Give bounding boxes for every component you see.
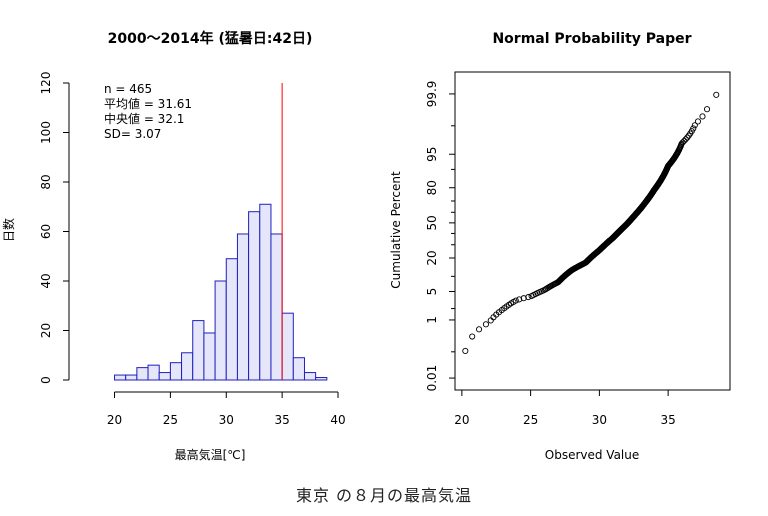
probability-plot-y-tick-label: 95 xyxy=(425,147,439,162)
histogram-bar xyxy=(158,372,171,381)
probability-plot-axes: 20 25 30 35 0.01 1 5 20 50 80 95 99.9 xyxy=(425,81,676,427)
histogram-bar xyxy=(169,362,183,381)
histogram-x-tick-label: 20 xyxy=(107,413,122,427)
histogram-bar xyxy=(192,320,205,381)
probability-plot-point xyxy=(703,106,711,113)
histogram-stat-line: 中央値 = 32.1 xyxy=(104,111,184,126)
probability-plot-y-axis-label: Cumulative Percent xyxy=(389,171,403,289)
histogram-bar xyxy=(303,372,317,381)
probability-plot-point xyxy=(694,118,702,125)
histogram-stat-line: SD= 3.07 xyxy=(104,127,161,141)
probability-plot-point xyxy=(476,326,483,333)
histogram-bar xyxy=(147,364,160,381)
probability-plot-point xyxy=(469,333,476,340)
histogram-bar xyxy=(248,211,261,381)
probability-plot-x-tick-label: 25 xyxy=(523,413,538,427)
probability-plot-title: Normal Probability Paper xyxy=(492,31,691,47)
histogram-x-tick-label: 35 xyxy=(274,413,289,427)
histogram-bar xyxy=(281,312,294,381)
probability-plot-point xyxy=(699,113,706,120)
histogram-x-tick-label: 30 xyxy=(219,413,234,427)
probability-plot-point xyxy=(520,295,527,302)
probability-plot-y-tick-label: 99.9 xyxy=(425,81,439,108)
probability-plot-point xyxy=(525,294,532,301)
probability-plot-point xyxy=(482,321,489,328)
probability-plot-x-axis-label: Observed Value xyxy=(545,448,640,462)
probability-plot-y-tick-label: 80 xyxy=(425,180,439,195)
probability-plot-point xyxy=(682,136,689,143)
histogram-y-tick-label: 0 xyxy=(39,376,53,384)
probability-plot-point xyxy=(679,139,686,146)
histogram-bar xyxy=(214,280,227,381)
probability-plot-y-tick-label: 0.01 xyxy=(425,365,439,392)
histogram-stat-line: n = 465 xyxy=(104,82,152,96)
histogram-y-tick-label: 100 xyxy=(39,121,53,144)
histogram-y-axis-label: 日数 xyxy=(1,218,16,242)
histogram-axes: 0 20 40 60 80 100 120 20 25 30 35 40 xyxy=(39,72,346,427)
probability-plot-point xyxy=(713,91,720,98)
histogram-y-tick-label: 60 xyxy=(39,224,53,239)
histogram-stat-line: 平均値 = 31.61 xyxy=(104,96,192,111)
figure: 2000～2014年 (猛暑日:42日) 日数 最高気温[℃] n = 465平… xyxy=(1,30,731,462)
probability-plot-x-tick-label: 20 xyxy=(454,413,469,427)
probability-plot-frame xyxy=(454,71,731,391)
probability-plot-x-tick-label: 35 xyxy=(660,413,675,427)
probability-plot-y-tick-label: 50 xyxy=(425,215,439,230)
probability-plot-point xyxy=(512,297,519,304)
histogram-x-tick-label: 25 xyxy=(163,413,178,427)
histogram-bars xyxy=(114,203,328,381)
histogram-bar xyxy=(259,203,272,381)
histogram-x-tick-label: 40 xyxy=(330,413,345,427)
histogram-y-tick-label: 20 xyxy=(39,323,53,338)
histogram-bar xyxy=(181,352,194,381)
probability-plot-point xyxy=(462,347,469,354)
probability-plot-panel: Normal Probability Paper Cumulative Perc… xyxy=(389,31,731,462)
histogram-bar xyxy=(136,367,149,381)
histogram-y-tick-label: 80 xyxy=(39,174,53,189)
histogram-bar xyxy=(292,357,305,381)
histogram-y-tick-label: 120 xyxy=(39,72,53,95)
figure-caption: 東京 の８月の最高気温 xyxy=(295,486,473,505)
probability-plot-point xyxy=(681,137,688,144)
histogram-x-axis-label: 最高気温[℃] xyxy=(175,447,246,462)
probability-plot-point xyxy=(684,134,691,141)
histogram-bar xyxy=(114,374,127,381)
histogram-y-tick-label: 40 xyxy=(39,273,53,288)
probability-plot-point xyxy=(487,317,494,324)
histogram-title: 2000～2014年 (猛暑日:42日) xyxy=(108,30,313,47)
histogram-bar xyxy=(203,332,216,381)
probability-plot-point xyxy=(690,125,697,132)
histogram-bar xyxy=(225,258,238,381)
probability-plot-point xyxy=(691,122,698,129)
probability-plot-y-tick-label: 5 xyxy=(425,288,439,296)
histogram-bar xyxy=(315,377,328,381)
histogram-bar xyxy=(125,374,138,381)
probability-plot-points xyxy=(462,91,720,354)
histogram-bar xyxy=(236,233,250,381)
probability-plot-y-tick-label: 1 xyxy=(425,316,439,324)
probability-plot-x-tick-label: 30 xyxy=(592,413,607,427)
histogram-panel: 2000～2014年 (猛暑日:42日) 日数 最高気温[℃] n = 465平… xyxy=(1,30,346,462)
probability-plot-y-tick-label: 20 xyxy=(425,250,439,265)
histogram-bar xyxy=(270,233,283,381)
